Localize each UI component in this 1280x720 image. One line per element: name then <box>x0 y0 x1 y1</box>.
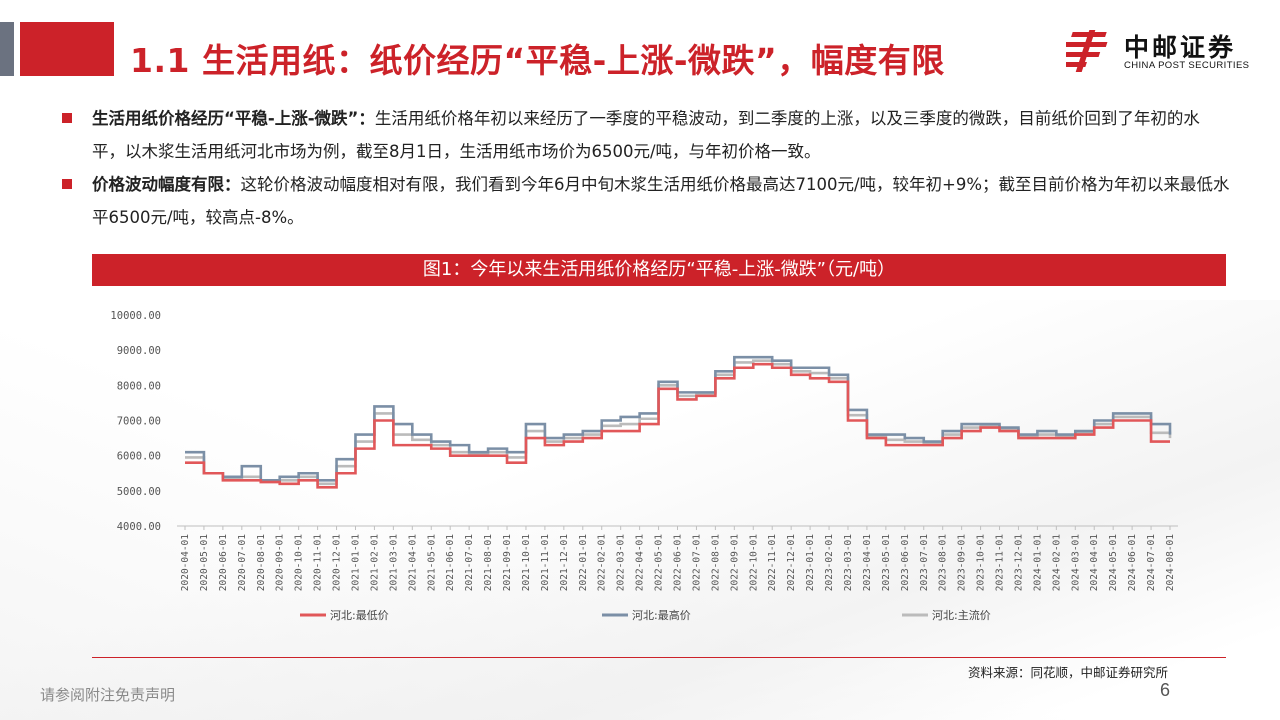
header-accent-grey <box>0 22 14 76</box>
x-tick-label: 2020-08-01 <box>256 534 267 591</box>
bullet-list: 生活用纸价格经历“平稳-上涨-微跌”：生活用纸价格年初以来经历了一季度的平稳波动… <box>62 102 1232 234</box>
y-tick-label: 10000.00 <box>110 310 161 322</box>
logo-english-name: CHINA POST SECURITIES <box>1124 60 1250 71</box>
x-tick-label: 2022-10-01 <box>748 534 759 591</box>
chart-legend: 河北:最低价 河北:最高价 河北:主流价 <box>300 608 991 622</box>
x-tick-label: 2020-10-01 <box>294 534 305 591</box>
y-tick-label: 8000.00 <box>117 380 161 392</box>
x-tick-label: 2024-01-01 <box>1032 534 1043 591</box>
x-tick-label: 2024-08-01 <box>1165 534 1176 591</box>
x-tick-label: 2021-03-01 <box>388 534 399 591</box>
x-tick-label: 2023-04-01 <box>862 534 873 591</box>
x-tick-label: 2024-03-01 <box>1070 534 1081 591</box>
y-tick-label: 5000.00 <box>117 486 161 498</box>
x-tick-label: 2021-07-01 <box>464 534 475 591</box>
x-tick-label: 2023-09-01 <box>957 534 968 591</box>
x-tick-label: 2022-06-01 <box>673 534 684 591</box>
china-post-logo-icon <box>1066 30 1108 72</box>
x-tick-label: 2022-01-01 <box>578 534 589 591</box>
x-tick-label: 2023-07-01 <box>919 534 930 591</box>
x-tick-label: 2021-10-01 <box>521 534 532 591</box>
x-tick-label: 2022-05-01 <box>654 534 665 591</box>
x-tick-label: 2024-07-01 <box>1146 534 1157 591</box>
x-tick-label: 2020-11-01 <box>313 534 324 591</box>
x-tick-label: 2024-04-01 <box>1089 534 1100 591</box>
x-tick-label: 2020-07-01 <box>237 534 248 591</box>
legend-label: 河北:主流价 <box>932 608 991 622</box>
x-tick-label: 2021-01-01 <box>350 534 361 591</box>
x-tick-label: 2023-11-01 <box>995 534 1006 591</box>
logo-chinese-name: 中邮证券 <box>1124 33 1237 62</box>
x-tick-label: 2023-10-01 <box>976 534 987 591</box>
price-line-chart: 10000.00 9000.00 8000.00 7000.00 6000.00 5000… <box>110 310 1178 622</box>
x-tick-label: 2022-09-01 <box>729 534 740 591</box>
y-tick-label: 4000.00 <box>117 521 161 533</box>
x-tick-label: 2022-03-01 <box>616 534 627 591</box>
x-tick-label: 2021-02-01 <box>369 534 380 591</box>
page-title: 1.1 生活用纸：纸价经历“平稳-上涨-微跌”，幅度有限 <box>130 41 945 80</box>
x-tick-label: 2022-11-01 <box>767 534 778 591</box>
x-tick-label: 2024-05-01 <box>1108 534 1119 591</box>
bullet-text: 这轮价格波动幅度相对有限，我们看到今年6月中旬木浆生活用纸价格最高达7100元/… <box>92 175 1230 227</box>
bullet-item: 生活用纸价格经历“平稳-上涨-微跌”：生活用纸价格年初以来经历了一季度的平稳波动… <box>62 102 1232 168</box>
series-line <box>185 359 1172 486</box>
x-tick-label: 2020-09-01 <box>275 534 286 591</box>
x-tick-label: 2024-06-01 <box>1127 534 1138 591</box>
x-tick-label: 2023-05-01 <box>881 534 892 591</box>
x-tick-label: 2023-08-01 <box>938 534 949 591</box>
x-tick-label: 2022-08-01 <box>710 534 721 591</box>
bullet-square-icon <box>62 179 72 189</box>
x-tick-label: 2020-12-01 <box>332 534 343 591</box>
x-tick-label: 2023-02-01 <box>824 534 835 591</box>
disclaimer-link[interactable]: 请参阅附注免责声明 <box>40 686 176 704</box>
x-tick-label: 2021-06-01 <box>445 534 456 591</box>
x-tick-label: 2020-04-01 <box>180 534 191 591</box>
x-tick-label: 2020-06-01 <box>218 534 229 591</box>
chart-series <box>185 355 1172 489</box>
y-tick-label: 6000.00 <box>117 451 161 463</box>
bullet-heading: 生活用纸价格经历“平稳-上涨-微跌”： <box>92 109 375 128</box>
chart-axes: 10000.00 9000.00 8000.00 7000.00 6000.00 5000… <box>110 310 1178 591</box>
bullet-heading: 价格波动幅度有限： <box>92 175 241 194</box>
series-line <box>185 355 1172 482</box>
x-tick-label: 2021-08-01 <box>483 534 494 591</box>
x-tick-label: 2023-01-01 <box>805 534 816 591</box>
page-number: 6 <box>1160 680 1171 700</box>
legend-label: 河北:最低价 <box>330 609 389 622</box>
footer-divider <box>92 657 1226 658</box>
x-tick-label: 2021-04-01 <box>407 534 418 591</box>
bullet-text: 生活用纸价格年初以来经历了一季度的平稳波动，到二季度的上涨，以及三季度的微跌，目… <box>92 109 1200 161</box>
x-tick-label: 2023-12-01 <box>1013 534 1024 591</box>
x-tick-label: 2020-05-01 <box>199 534 210 591</box>
bullet-item: 价格波动幅度有限：这轮价格波动幅度相对有限，我们看到今年6月中旬木浆生活用纸价格… <box>62 168 1232 234</box>
x-tick-label: 2021-09-01 <box>502 534 513 591</box>
series-line <box>185 362 1170 489</box>
x-tick-label: 2021-05-01 <box>426 534 437 591</box>
company-logo: 中邮证券 CHINA POST SECURITIES <box>1066 28 1266 76</box>
data-source: 资料来源：同花顺，中邮证券研究所 <box>967 665 1168 680</box>
x-tick-label: 2023-03-01 <box>843 534 854 591</box>
bullet-square-icon <box>62 113 72 123</box>
x-tick-label: 2021-12-01 <box>559 534 570 591</box>
y-tick-label: 9000.00 <box>117 345 161 357</box>
y-tick-label: 7000.00 <box>117 416 161 428</box>
x-tick-label: 2022-04-01 <box>635 534 646 591</box>
x-tick-label: 2022-02-01 <box>597 534 608 591</box>
figure-caption: 图1：今年以来生活用纸价格经历“平稳-上涨-微跌”（元/吨） <box>92 254 1226 286</box>
x-tick-label: 2023-06-01 <box>900 534 911 591</box>
legend-label: 河北:最高价 <box>632 608 691 622</box>
x-tick-label: 2022-12-01 <box>786 534 797 591</box>
x-tick-label: 2022-07-01 <box>691 534 702 591</box>
background-decoration <box>0 300 1280 720</box>
header-accent-red <box>20 22 114 76</box>
x-tick-label: 2024-02-01 <box>1051 534 1062 591</box>
x-tick-label: 2021-11-01 <box>540 534 551 591</box>
